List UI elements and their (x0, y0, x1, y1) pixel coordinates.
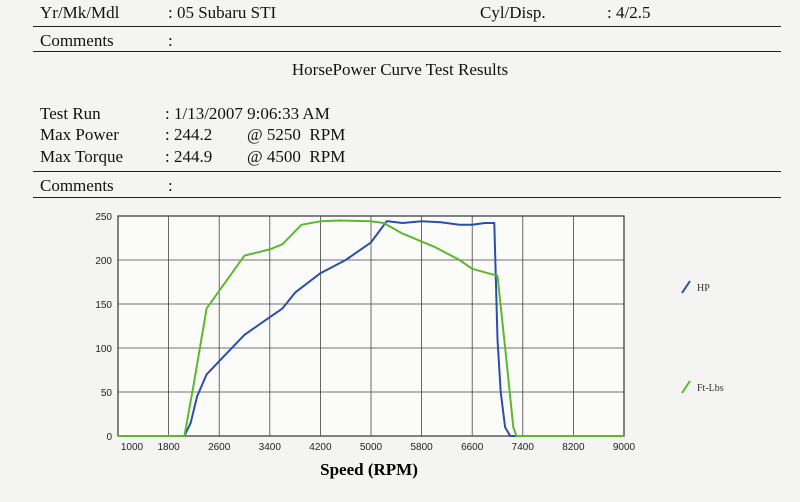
y-tick-label: 0 (106, 432, 112, 443)
legend-label-hp: HP (697, 283, 710, 294)
legend-label-ft-lbs: Ft-Lbs (697, 383, 724, 394)
chart-ticks: 1000 1800 2600 3400 4200 5000 5800 6600 7400 8200… (95, 212, 635, 453)
x-axis-label: Speed (RPM) (320, 460, 418, 479)
comments-2-label: Comments (40, 176, 114, 195)
legend-swatch-ft-lbs (681, 380, 691, 394)
y-tick-label: 100 (95, 344, 112, 355)
max-torque-value: : 244.9 (165, 147, 213, 166)
y-tick-label: 150 (95, 300, 112, 311)
chart-lines (118, 219, 624, 437)
comments-2-divider (33, 197, 781, 198)
header-divider (33, 26, 781, 27)
x-tick-label: 3400 (259, 442, 282, 453)
series-line-ft-lbs (118, 219, 624, 437)
max-torque-rpm: @ 4500 RPM (247, 147, 346, 166)
series-line-hp (118, 220, 624, 437)
max-torque-label: Max Torque (40, 147, 124, 166)
y-tick-label: 250 (95, 212, 112, 223)
chart-grid (117, 215, 625, 437)
report-title: HorsePower Curve Test Results (291, 60, 509, 79)
comments-value: : (168, 31, 173, 50)
cyl-disp-label: Cyl/Disp. (480, 3, 546, 22)
cyl-disp-value: : 4/2.5 (607, 3, 651, 22)
max-power-value: : 244.2 (165, 125, 213, 144)
comments-divider (33, 51, 781, 52)
vehicle-value: : 05 Subaru STI (168, 3, 277, 22)
x-tick-label: 2600 (208, 442, 231, 453)
test-run-value: : 1/13/2007 9:06:33 AM (165, 104, 330, 123)
comments-label: Comments (40, 31, 114, 50)
y-tick-label: 200 (95, 256, 112, 267)
vehicle-label: Yr/Mk/Mdl (40, 3, 120, 22)
legend-swatch-hp (681, 280, 691, 294)
test-run-label: Test Run (40, 104, 101, 123)
x-tick-label: 5800 (410, 442, 433, 453)
x-tick-label: 5000 (360, 442, 383, 453)
comments-2-value: : (168, 176, 173, 195)
x-tick-label: 6600 (461, 442, 484, 453)
x-tick-label: 1000 (121, 442, 144, 453)
y-tick-label: 50 (101, 388, 113, 399)
chart-legend: HP Ft-Lbs (681, 280, 724, 394)
x-tick-label: 9000 (613, 442, 636, 453)
max-power-label: Max Power (40, 125, 119, 144)
x-tick-label: 7400 (512, 442, 535, 453)
x-tick-label: 4200 (309, 442, 332, 453)
x-tick-label: 8200 (562, 442, 585, 453)
results-divider (33, 171, 781, 172)
max-power-rpm: @ 5250 RPM (247, 125, 346, 144)
x-tick-label: 1800 (157, 442, 180, 453)
